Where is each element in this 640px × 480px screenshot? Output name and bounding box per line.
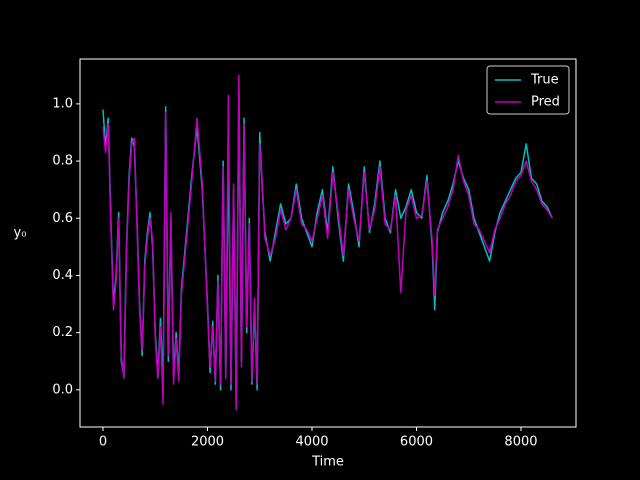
x-tick-label: 0	[99, 435, 107, 450]
plot-frame	[79, 58, 577, 428]
y-tick-label: 0.6	[52, 211, 73, 226]
legend-label: Pred	[531, 95, 560, 110]
y-tick-label: 1.0	[52, 96, 73, 111]
x-tick-label: 4000	[295, 435, 328, 450]
y-axis-label: y₀	[14, 226, 27, 241]
y-tick-label: 0.2	[52, 325, 73, 340]
x-tick-label: 8000	[504, 435, 537, 450]
x-axis-label: Time	[311, 455, 344, 470]
data-line	[102, 74, 553, 411]
x-tick-label: 2000	[191, 435, 224, 450]
x-tick-label: 6000	[400, 435, 433, 450]
y-tick-label: 0.0	[52, 382, 73, 397]
y-tick-label: 0.8	[52, 154, 73, 169]
legend-label: True	[530, 73, 559, 88]
y-tick-label: 0.4	[52, 268, 73, 283]
